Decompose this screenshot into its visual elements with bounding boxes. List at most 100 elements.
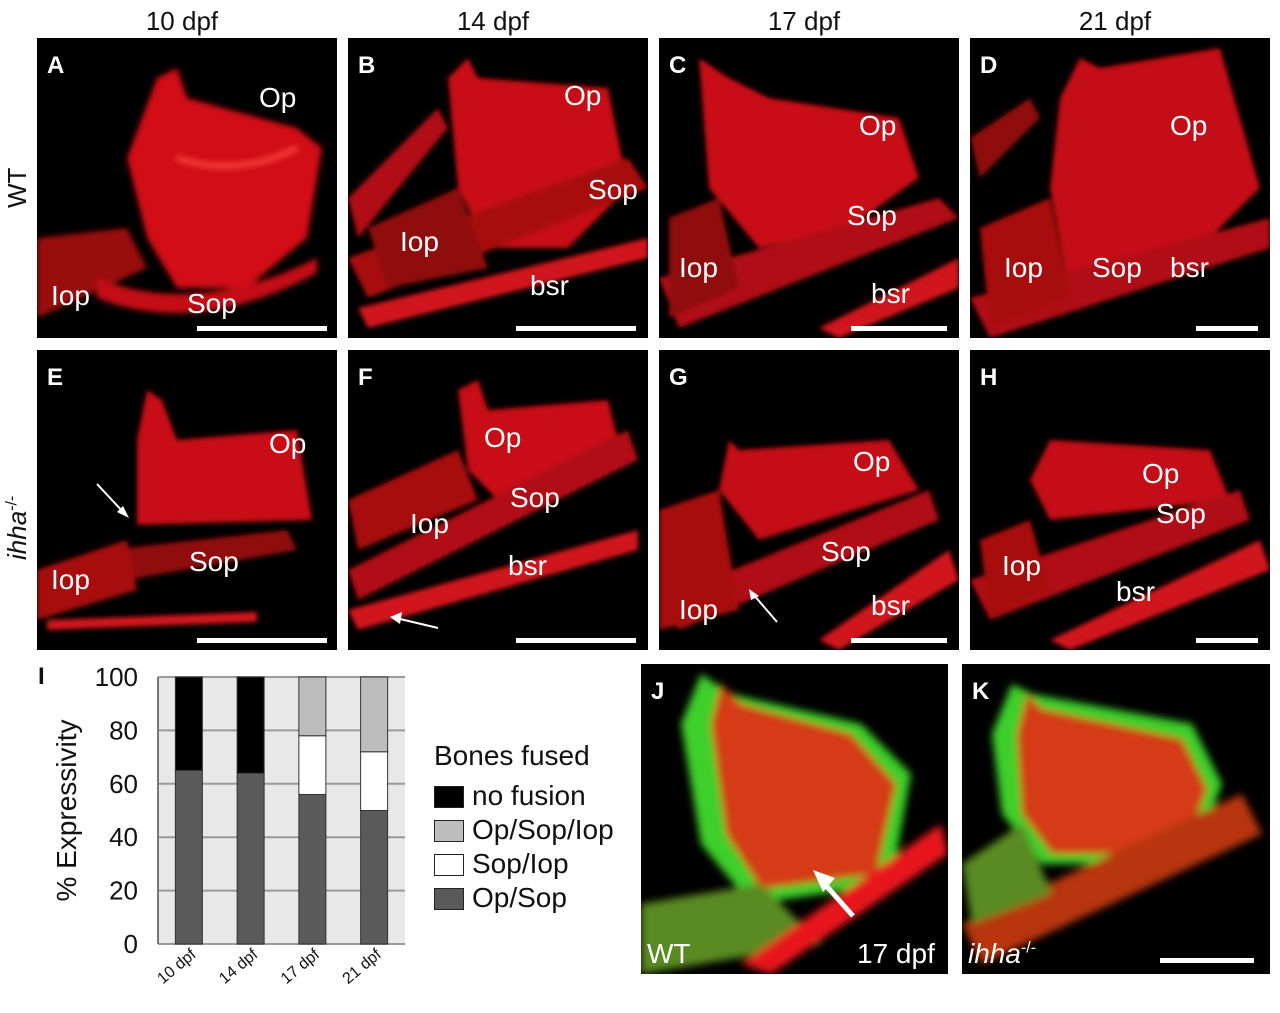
legend-item-op-sop-iop: Op/Sop/Iop (434, 814, 614, 846)
panel-c-image (659, 58, 959, 338)
legend-label: Op/Sop (472, 882, 567, 913)
row-label-mutant: ihha-/- (2, 495, 32, 560)
expressivity-chart: 0 20 40 60 80 100 % Expressivity 10 dpf 14 dpf 17… (0, 650, 640, 1008)
panel-e-image (37, 390, 312, 630)
y-tick-label: 60 (109, 769, 138, 799)
panel-label: F (358, 364, 373, 391)
bone-label-iop: Iop (51, 280, 90, 311)
x-tick-label: 10 dpf (154, 946, 199, 988)
panel-h-micrograph: H Op Sop Iop bsr (970, 350, 1270, 650)
bar-segment-no-fusion (174, 676, 203, 771)
y-tick-label: 100 (95, 662, 138, 692)
bone-label-op: Op (1142, 458, 1180, 489)
bar-segment-op-sop (174, 769, 203, 945)
bone-label-iop: Iop (1002, 550, 1041, 581)
bar-segment-op-sop (360, 810, 389, 945)
scale-bar (516, 638, 636, 643)
panel-d-micrograph: D Op Iop Sop bsr (970, 38, 1270, 338)
legend-title: Bones fused (434, 740, 590, 771)
bone-label-op: Op (564, 80, 602, 111)
bone-label-op: Op (1170, 110, 1208, 141)
y-tick-label: 40 (109, 822, 138, 852)
bone-label-sop: Sop (821, 536, 871, 567)
genotype-label: WT (647, 938, 691, 969)
bone-label-op: Op (259, 82, 297, 113)
bone-label-sop: Sop (1092, 252, 1142, 283)
y-axis-label: % Expressivity (51, 719, 82, 901)
bone-label-sop: Sop (588, 174, 638, 205)
panel-a-image (37, 68, 322, 318)
panel-label: E (47, 364, 64, 391)
bone-label-op: Op (859, 110, 897, 141)
scale-bar (1160, 958, 1254, 963)
panel-c-micrograph: C Op Sop Iop bsr (659, 38, 959, 338)
panel-label: A (47, 52, 65, 79)
scale-bar (516, 326, 636, 331)
panel-label: J (651, 678, 665, 705)
scale-bar (851, 326, 947, 331)
y-tick-label: 80 (109, 715, 138, 745)
bone-label-iop: Iop (51, 564, 90, 595)
bone-label-iop: Iop (410, 508, 449, 539)
panel-e-micrograph: E Op Sop Iop (37, 350, 337, 650)
expressivity-chart-svg: 0 20 40 60 80 100 % Expressivity 10 dpf 14 dpf 17… (38, 662, 405, 988)
bone-label-sop: Sop (189, 546, 239, 577)
scale-bar (197, 326, 327, 331)
row-label-wt: WT (2, 167, 32, 208)
scale-bar (197, 638, 327, 643)
bone-label-bsr: bsr (871, 278, 910, 309)
bone-label-op: Op (853, 446, 891, 477)
legend-item-op-sop: Op/Sop (434, 882, 567, 914)
panel-g-image (659, 440, 959, 650)
bar-segment-no-fusion (236, 676, 265, 774)
bone-label-bsr: bsr (1116, 576, 1155, 607)
scale-bar (851, 638, 947, 643)
panel-j-image (641, 674, 948, 974)
panel-b-micrograph: B Op Sop Iop bsr (348, 38, 648, 338)
panel-k-micrograph: K ihha-/- (962, 664, 1270, 974)
legend-label: no fusion (472, 780, 586, 811)
bone-label-iop: Iop (679, 594, 718, 625)
legend-label: Sop/Iop (472, 848, 569, 879)
legend-label: Op/Sop/Iop (472, 814, 614, 845)
column-label-10dpf: 10 dpf (145, 6, 219, 36)
bar-segment-sop-iop (360, 751, 389, 812)
y-tick-label: 0 (124, 929, 138, 959)
bone-label-sop: Sop (847, 200, 897, 231)
column-label-17dpf: 17 dpf (767, 6, 841, 36)
x-tick-label: 14 dpf (216, 946, 261, 988)
bone-label-op: Op (484, 422, 522, 453)
bar-segment-op-sop-iop (298, 676, 327, 737)
bone-label-bsr: bsr (1170, 252, 1209, 283)
bone-label-sop: Sop (510, 482, 560, 513)
bone-label-iop: Iop (679, 252, 718, 283)
panel-g-micrograph: G Op Sop Iop bsr (659, 350, 959, 650)
bone-label-iop: Iop (400, 226, 439, 257)
bar-segment-sop-iop (298, 735, 327, 795)
legend-item-sop-iop: Sop/Iop (434, 848, 569, 880)
panel-j-micrograph: J WT 17 dpf (641, 664, 948, 974)
x-tick-label: 21 dpf (340, 946, 385, 988)
bone-label-sop: Sop (187, 288, 237, 319)
panel-b-image (348, 58, 648, 328)
panel-d-image (970, 48, 1270, 338)
panel-label: H (980, 364, 998, 391)
panel-f-micrograph: F Op Sop Iop bsr (348, 350, 648, 650)
scale-bar (1196, 326, 1258, 331)
legend-swatch-op-sop-iop (434, 820, 464, 842)
panel-h-image (970, 440, 1270, 650)
panel-label: I (38, 663, 45, 690)
bar-segment-op-sop (298, 793, 327, 945)
panel-a-micrograph: A Op Iop Sop (37, 38, 337, 338)
column-label-14dpf: 14 dpf (456, 6, 530, 36)
bone-label-iop: Iop (1004, 252, 1043, 283)
bone-label-op: Op (269, 428, 307, 459)
stage-label: 17 dpf (857, 938, 935, 969)
panel-label: D (980, 52, 998, 79)
bone-label-sop: Sop (1156, 498, 1206, 529)
scale-bar (1196, 638, 1258, 643)
y-tick-label: 20 (109, 876, 138, 906)
panel-label: C (669, 52, 687, 79)
bone-label-bsr: bsr (871, 590, 910, 621)
panel-label: B (358, 52, 376, 79)
